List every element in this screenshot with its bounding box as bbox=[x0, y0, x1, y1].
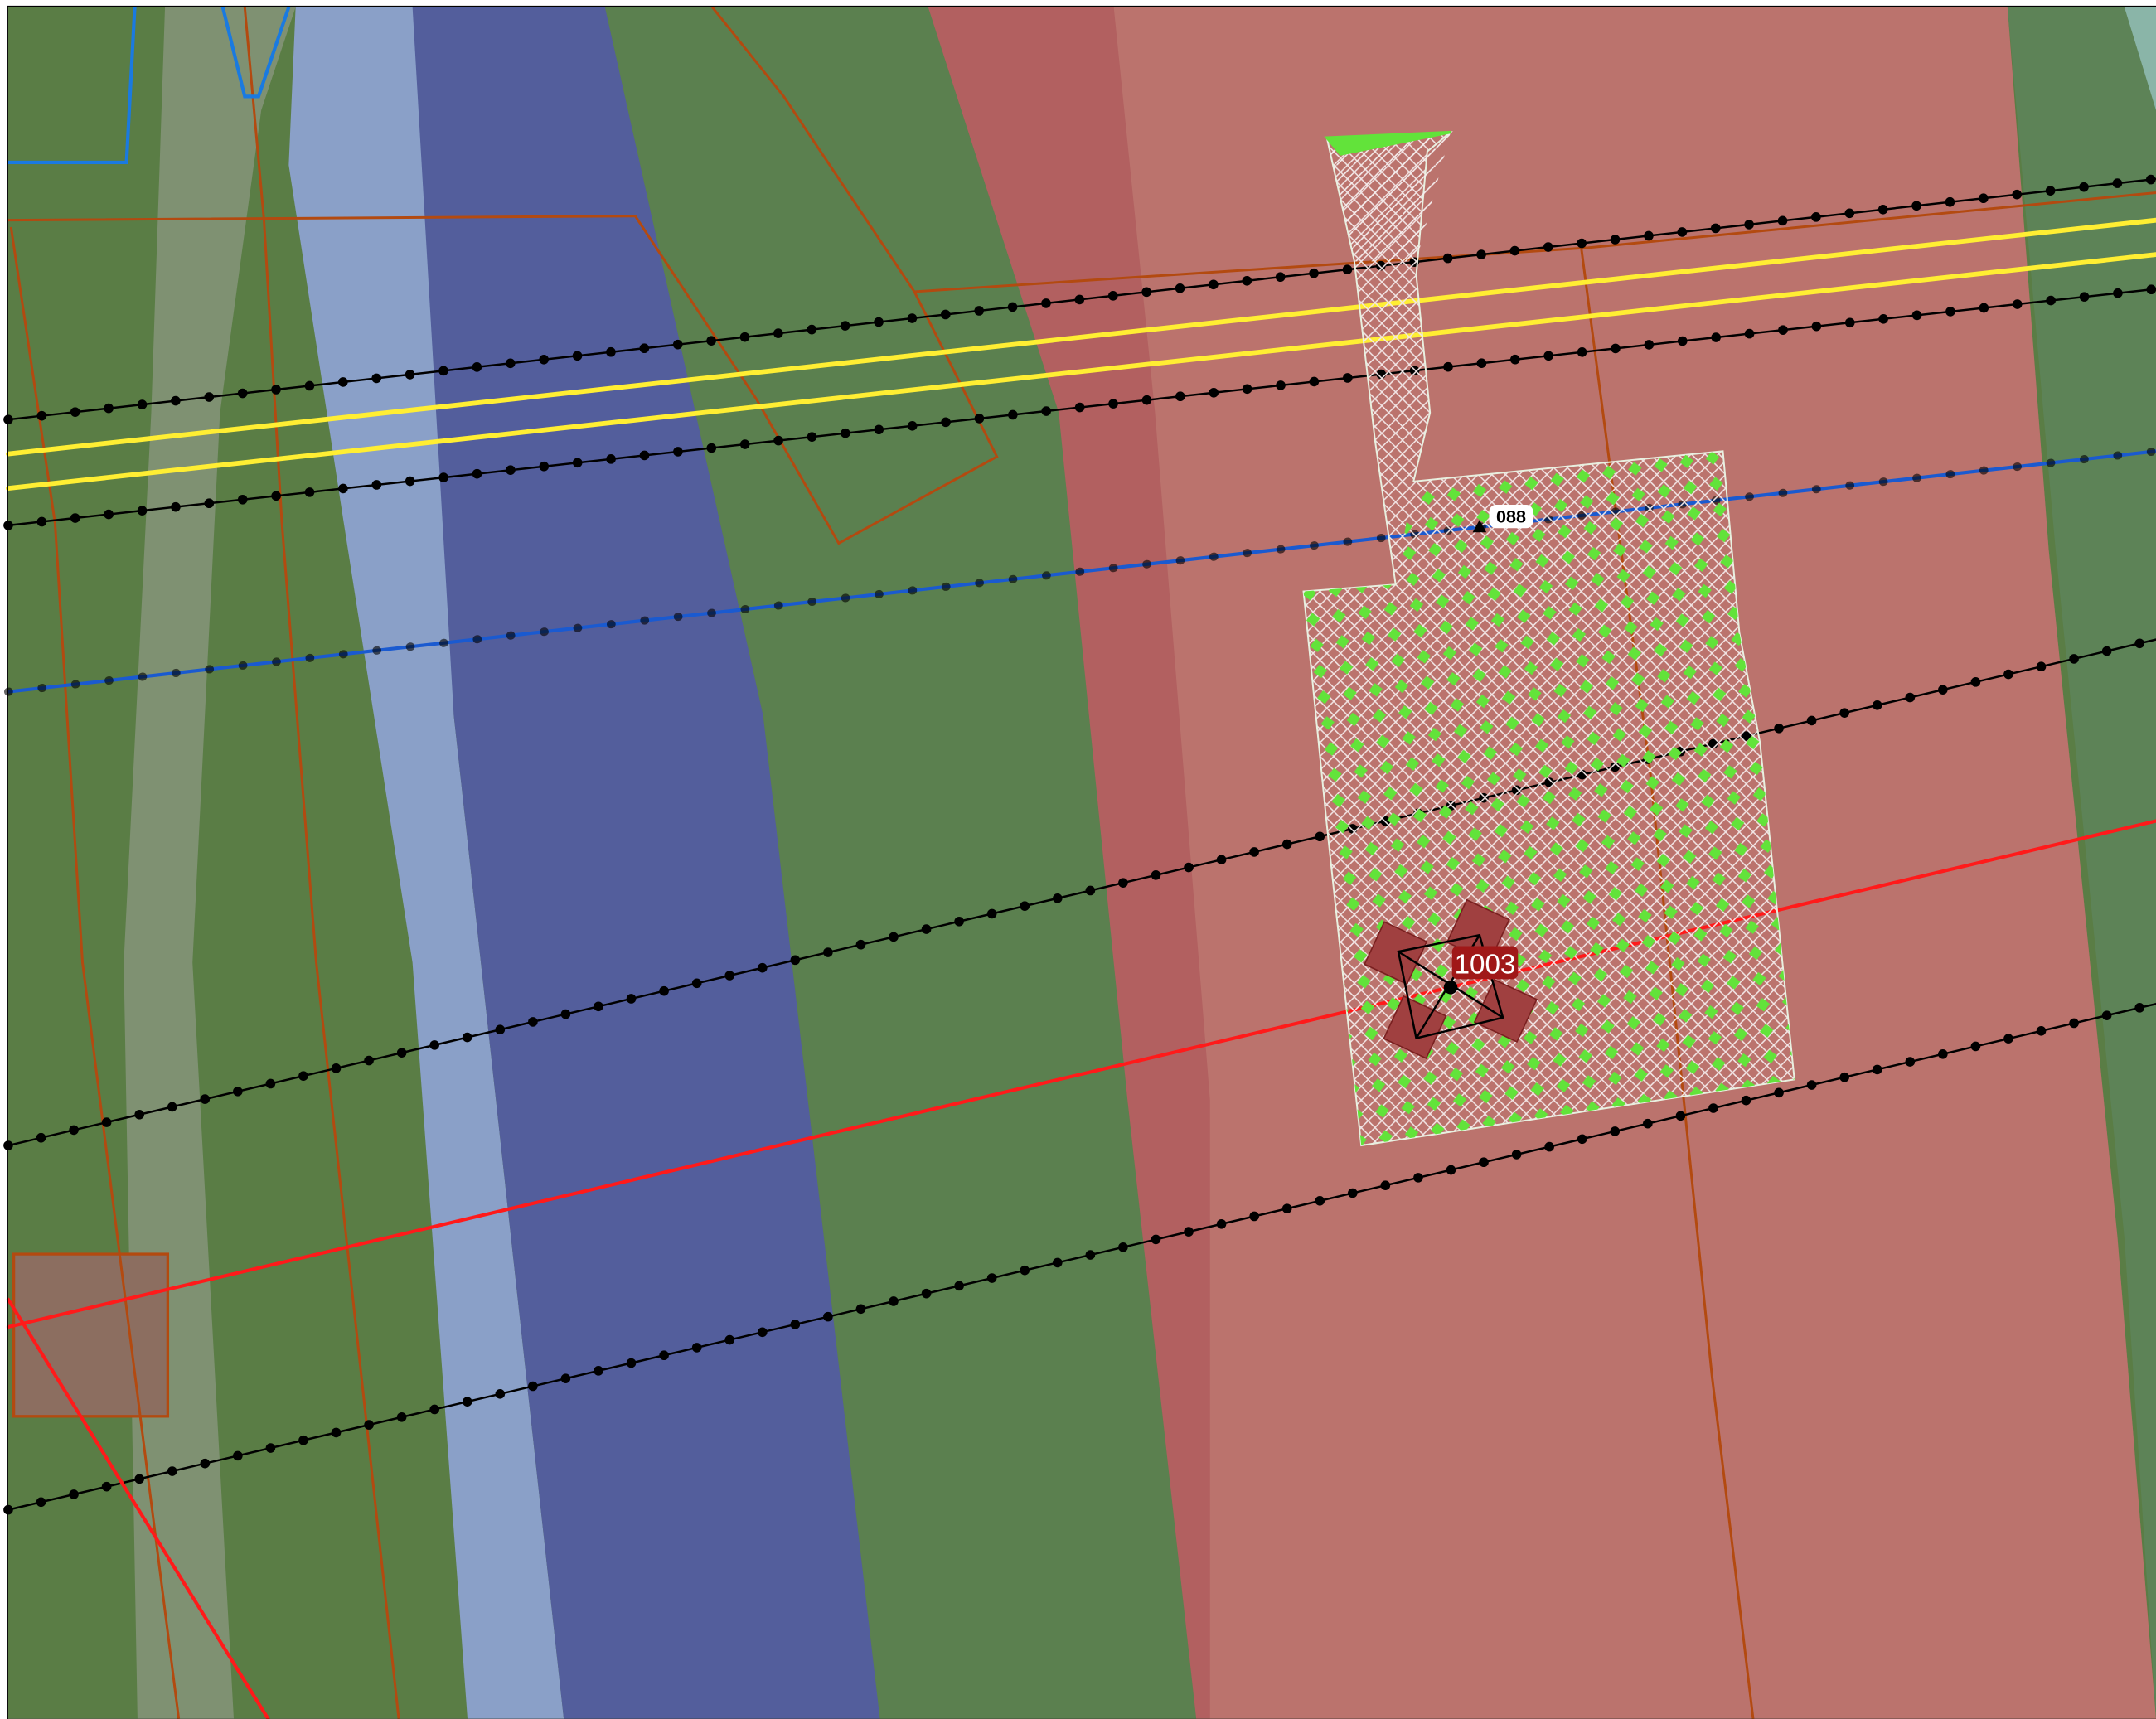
access-area bbox=[1326, 132, 1451, 262]
tower-label: 1003 bbox=[1455, 950, 1516, 981]
station-label-bg bbox=[1489, 505, 1533, 529]
line-dots bbox=[3, 174, 2156, 424]
marker bbox=[1324, 130, 1451, 156]
tower-foot bbox=[1473, 978, 1538, 1044]
line-dots bbox=[3, 999, 2156, 1515]
blue-line-marks bbox=[3, 447, 2156, 696]
tower-label-bg bbox=[1451, 946, 1519, 980]
river-edge bbox=[288, 7, 564, 1719]
yellow-line bbox=[6, 217, 2156, 457]
building bbox=[12, 1252, 170, 1418]
tower-center bbox=[1443, 980, 1458, 995]
parcel-line bbox=[9, 226, 181, 1719]
station: 088 bbox=[1472, 505, 1533, 533]
base-layers bbox=[7, 7, 2156, 1719]
station-label: 088 bbox=[1496, 506, 1526, 527]
red-line bbox=[6, 1297, 270, 1719]
red-line bbox=[6, 819, 2156, 1329]
parcel-line bbox=[711, 6, 916, 293]
green-zone bbox=[604, 7, 1197, 1719]
line-dots bbox=[3, 634, 2156, 1150]
station-marker bbox=[1472, 520, 1487, 533]
map-border bbox=[7, 5, 2156, 1719]
work-area bbox=[1302, 130, 1795, 1147]
boundary bbox=[7, 6, 291, 165]
planted-area bbox=[1303, 451, 1795, 1146]
parcel-line bbox=[243, 7, 400, 1719]
tower: 1003 bbox=[1364, 898, 1538, 1059]
water-zone bbox=[412, 7, 880, 1719]
line-dots bbox=[3, 283, 2156, 530]
green-zone-right bbox=[2007, 7, 2156, 1719]
power-lines bbox=[3, 174, 2156, 1719]
yellow-line bbox=[6, 252, 2156, 491]
